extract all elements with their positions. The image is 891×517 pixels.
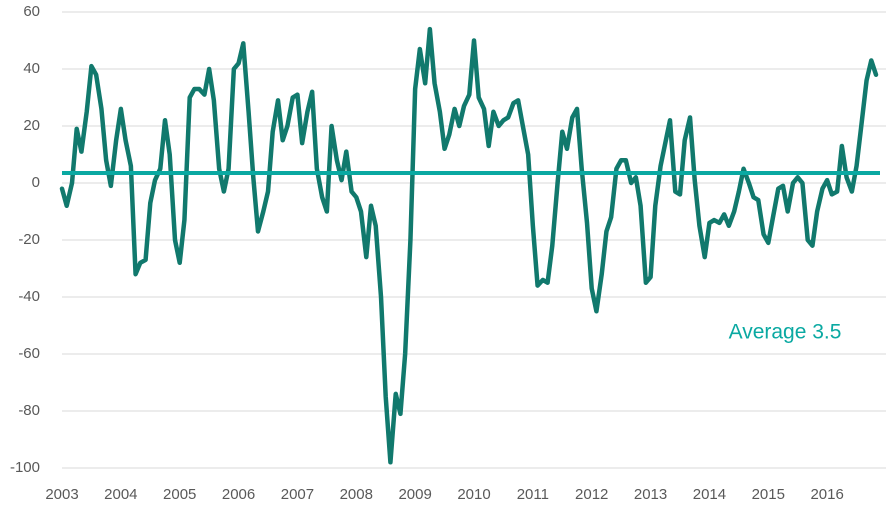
y-tick-label: 60 <box>23 3 40 20</box>
x-tick-label: 2013 <box>634 486 667 503</box>
x-tick-label: 2012 <box>575 486 608 503</box>
average-label: Average 3.5 <box>729 321 842 344</box>
y-tick-label: -60 <box>18 345 40 362</box>
x-tick-label: 2008 <box>340 486 373 503</box>
x-tick-label: 2010 <box>457 486 490 503</box>
y-tick-label: -20 <box>18 231 40 248</box>
x-tick-label: 2015 <box>752 486 785 503</box>
x-tick-label: 2003 <box>45 486 78 503</box>
y-tick-label: -100 <box>10 459 40 476</box>
x-tick-label: 2016 <box>810 486 843 503</box>
y-tick-label: 0 <box>32 174 40 191</box>
x-tick-label: 2011 <box>517 486 549 503</box>
x-tick-label: 2009 <box>398 486 431 503</box>
y-tick-label: -40 <box>18 288 40 305</box>
x-tick-label: 2005 <box>163 486 196 503</box>
y-tick-label: 40 <box>23 60 40 77</box>
data-line <box>59 26 879 465</box>
x-tick-label: 2014 <box>693 486 726 503</box>
x-tick-label: 2006 <box>222 486 255 503</box>
y-tick-label: 20 <box>23 117 40 134</box>
x-tick-label: 2007 <box>281 486 314 503</box>
x-tick-label: 2004 <box>104 486 137 503</box>
y-tick-label: -80 <box>18 402 40 419</box>
